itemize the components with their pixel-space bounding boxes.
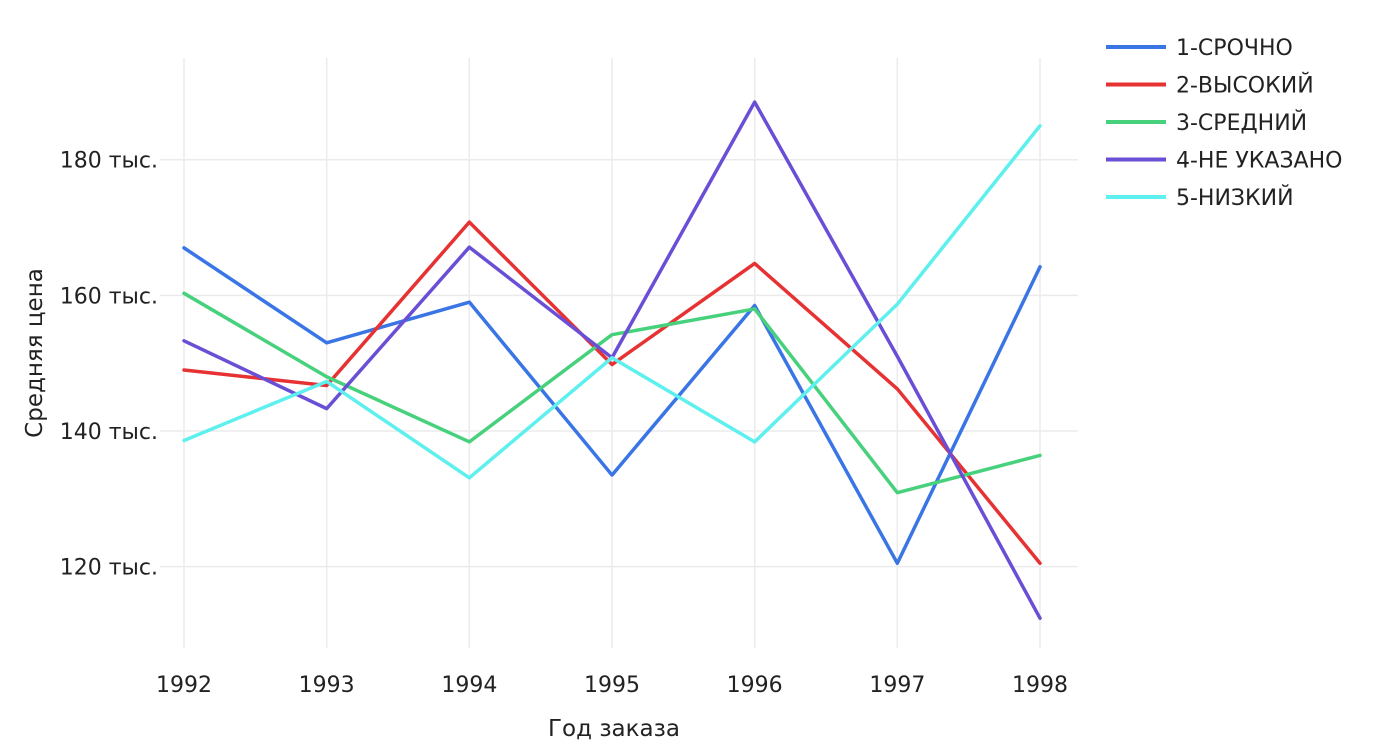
y-tick-label: 140 тыс. [60, 420, 158, 445]
grid [160, 58, 1078, 648]
x-tick-label: 1993 [299, 673, 355, 698]
y-axis-ticks: 120 тыс. 140 тыс. 160 тыс. 180 тыс. [60, 149, 158, 581]
legend-label: 2-ВЫСОКИЙ [1176, 73, 1314, 99]
y-tick-label: 180 тыс. [60, 149, 158, 174]
x-tick-label: 1997 [869, 673, 925, 698]
x-tick-label: 1992 [156, 673, 212, 698]
x-axis-title: Год заказа [548, 716, 680, 742]
series-line-1-срочно [182, 246, 1042, 565]
legend-label: 1-СРОЧНО [1176, 36, 1293, 61]
series-line-2-высокий [182, 220, 1042, 565]
y-axis-title: Средняя цена [22, 268, 48, 438]
x-tick-label: 1994 [441, 673, 497, 698]
series-line-5-низкий [182, 124, 1042, 480]
y-tick-label: 120 тыс. [60, 556, 158, 581]
series-lines [182, 100, 1042, 620]
series-line-3-средний [182, 291, 1042, 495]
y-tick-label: 160 тыс. [60, 284, 158, 309]
legend-label: 5-НИЗКИЙ [1176, 185, 1294, 211]
x-tick-label: 1998 [1012, 673, 1068, 698]
legend-label: 3-СРЕДНИЙ [1176, 110, 1307, 136]
legend: 1-СРОЧНО 2-ВЫСОКИЙ 3-СРЕДНИЙ 4-НЕ УКАЗАНО 5-… [1106, 36, 1342, 211]
x-tick-label: 1996 [727, 673, 783, 698]
legend-label: 4-НЕ УКАЗАНО [1176, 149, 1342, 174]
x-tick-label: 1995 [584, 673, 640, 698]
x-axis-ticks: 1992 1993 1994 1995 1996 1997 1998 [156, 673, 1068, 698]
